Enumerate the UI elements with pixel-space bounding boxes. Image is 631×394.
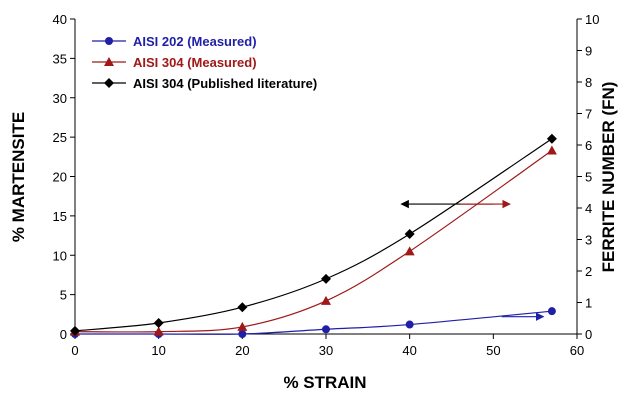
- data-point-diamond: [70, 325, 80, 336]
- x-tick-label: 10: [151, 343, 165, 358]
- data-point-triangle: [404, 246, 415, 256]
- series-line: [75, 310, 552, 335]
- data-point-triangle: [321, 295, 331, 305]
- y-axis-label: % MARTENSITE: [9, 112, 28, 242]
- y2-tick-label: 6: [585, 138, 592, 153]
- data-point-circle: [238, 330, 247, 338]
- y-tick-label: 15: [53, 209, 67, 224]
- legend: AISI 202 (Measured) AISI 304 (Measured) AI…: [92, 34, 317, 91]
- series-group: [70, 133, 557, 338]
- y-tick-label: 20: [53, 170, 67, 185]
- y2-tick-label: 5: [585, 170, 592, 185]
- series-2: [70, 145, 557, 336]
- legend-label: AISI 304 (Published literature): [133, 76, 317, 91]
- data-point-diamond: [104, 78, 114, 88]
- data-point-triangle: [237, 321, 248, 331]
- y2-tick-label: 9: [585, 44, 592, 59]
- y-tick-label: 35: [53, 51, 67, 66]
- legend-item-1: AISI 202 (Measured): [92, 34, 257, 49]
- data-point-triangle: [104, 57, 114, 66]
- y-tick-label: 30: [53, 91, 67, 106]
- data-point-diamond: [404, 228, 415, 239]
- y2-tick-label: 3: [585, 233, 592, 248]
- legend-label: AISI 202 (Measured): [133, 34, 257, 49]
- y2-axis-label: FERRITE NUMBER (FN): [599, 82, 618, 273]
- y2-tick-label: 0: [585, 327, 592, 342]
- data-point-diamond: [237, 302, 248, 313]
- x-tick-label: 40: [402, 343, 416, 358]
- series-line: [74, 138, 553, 332]
- data-point-diamond: [153, 317, 164, 328]
- legend-item-3: AISI 304 (Published literature): [92, 76, 317, 91]
- y-tick-label: 5: [60, 288, 67, 303]
- annotations-group: [400, 199, 545, 321]
- axes-group: 0 10 20 30 40 50 60051015202530354001234567891…: [53, 12, 600, 358]
- y-tick-label: 0: [60, 327, 67, 342]
- y2-tick-label: 10: [585, 12, 599, 27]
- y2-tick-label: 4: [585, 201, 592, 216]
- series-1: [71, 307, 556, 338]
- data-point-circle: [322, 325, 330, 334]
- data-point-circle: [105, 37, 113, 45]
- y-tick-label: 40: [53, 12, 67, 27]
- y-tick-label: 10: [53, 248, 67, 263]
- data-point-diamond: [546, 133, 557, 144]
- y2-tick-label: 1: [585, 296, 592, 311]
- series-3: [70, 133, 557, 336]
- x-axis-label: % STRAIN: [283, 373, 366, 392]
- x-tick-label: 0: [71, 343, 78, 358]
- data-point-triangle: [153, 326, 164, 336]
- data-point-circle: [405, 320, 414, 329]
- data-point-triangle: [546, 145, 557, 155]
- series-line: [74, 150, 553, 333]
- data-point-circle: [547, 307, 556, 316]
- x-tick-label: 30: [319, 343, 333, 358]
- y2-tick-label: 2: [585, 264, 592, 279]
- data-point-diamond: [321, 273, 331, 284]
- legend-item-2: AISI 304 (Measured): [92, 55, 257, 70]
- legend-label: AISI 304 (Measured): [133, 55, 257, 70]
- x-tick-label: 50: [486, 343, 500, 358]
- x-tick-label: 60: [570, 343, 584, 358]
- y2-tick-label: 8: [585, 75, 592, 90]
- x-tick-label: 20: [235, 343, 249, 358]
- y-tick-label: 25: [53, 130, 67, 145]
- y2-tick-label: 7: [585, 107, 592, 122]
